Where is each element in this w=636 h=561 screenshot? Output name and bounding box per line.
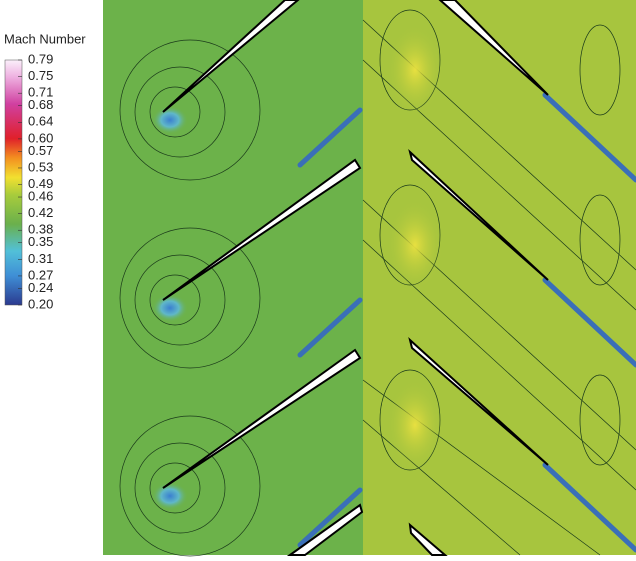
page: Mach Number 0.790.750.710.680.640.600.57… (0, 0, 636, 561)
colorbar-tick-label: 0.68 (28, 97, 53, 112)
colorbar-tick-label: 0.75 (28, 68, 53, 83)
colorbar-tick-label: 0.53 (28, 159, 53, 174)
colorbar-tick-label: 0.24 (28, 280, 53, 295)
colorbar-tick-label: 0.20 (28, 296, 53, 311)
colorbar-tick-label: 0.79 (28, 51, 53, 66)
colorbar-title: Mach Number (4, 31, 86, 46)
colorbar-tick-label: 0.46 (28, 188, 53, 203)
colorbar-tick-label: 0.57 (28, 143, 53, 158)
colorbar-tick-label: 0.42 (28, 205, 53, 220)
figure: Mach Number 0.790.750.710.680.640.600.57… (0, 0, 636, 561)
colorbar (5, 60, 22, 305)
colorbar-tick-label: 0.64 (28, 114, 53, 129)
contour-field (103, 0, 636, 556)
colorbar-tick-label: 0.31 (28, 251, 53, 266)
colorbar-tick-label: 0.35 (28, 234, 53, 249)
